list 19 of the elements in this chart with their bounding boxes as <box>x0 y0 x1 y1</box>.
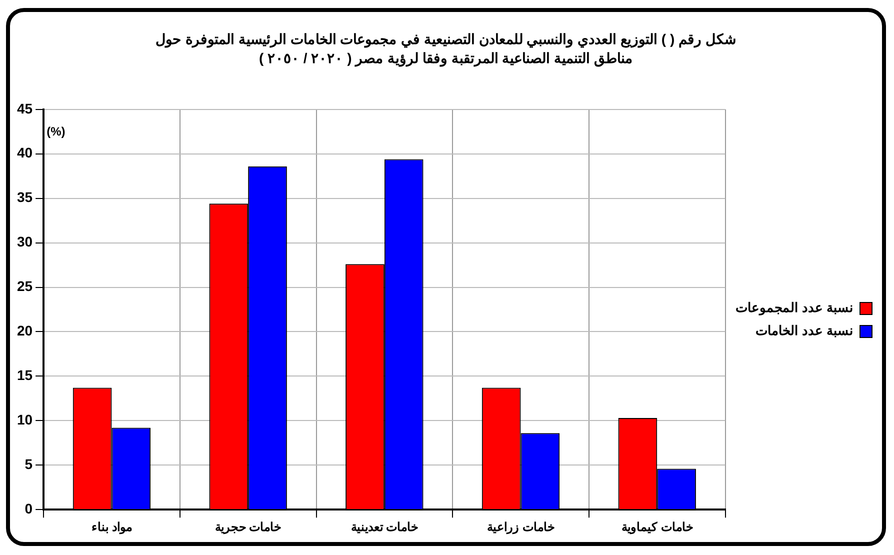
x-tick-label: خامات كيماوية <box>621 520 693 536</box>
y-tick-label: 25 <box>16 278 33 294</box>
y-tick-label: 40 <box>16 144 33 161</box>
y-tick-label: 20 <box>16 322 33 339</box>
legend-label: نسبة عدد الخامات <box>755 323 854 338</box>
x-tick-label: خامات تعدينية <box>350 520 418 534</box>
y-tick-label: 30 <box>16 234 33 250</box>
y-tick-label: 0 <box>24 500 33 516</box>
y-tick-label: 45 <box>16 100 33 116</box>
y-axis-title: (%) <box>46 124 66 139</box>
x-tick-label: خامات حجرية <box>214 520 282 536</box>
chart-title: شكل رقم ( ) التوزيع العددي والنسبي للمعادن التصنيعية في مجموعات الخامات الرئيسية المتوفرة حول مناطق التنمية الصناعية المرتقبة وفقا لرؤية مصر ( ٢٠٢٠ / ٢٠٥٠ ) <box>154 30 738 68</box>
y-tick-label: 15 <box>16 367 33 384</box>
legend-label: نسبة عدد المجموعات <box>735 300 854 316</box>
x-tick-label: خامات زراعية <box>487 520 554 536</box>
y-tick-label: 5 <box>24 456 33 472</box>
y-tick-label: 10 <box>16 412 33 428</box>
y-tick-label: 35 <box>16 189 33 206</box>
x-tick-label: مواد بناء <box>92 520 132 536</box>
